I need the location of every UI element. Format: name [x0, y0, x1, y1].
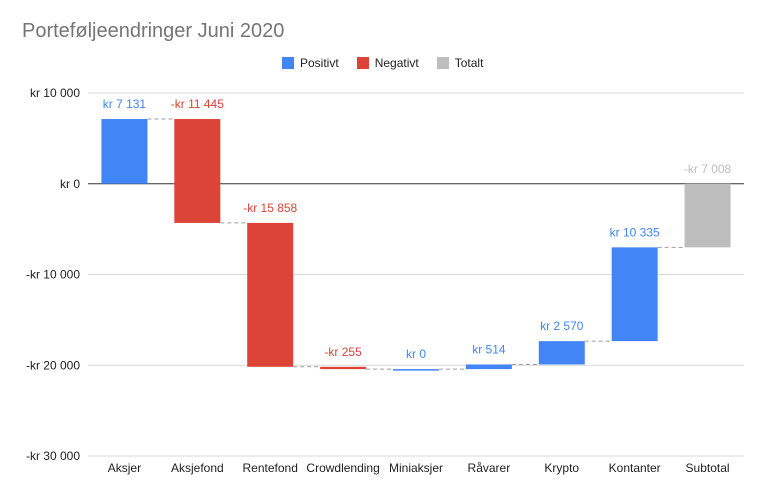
y-tick-label: -kr 20 000	[26, 358, 80, 372]
legend-label-total: Totalt	[454, 56, 484, 70]
legend-item-total: Totalt	[436, 56, 484, 70]
y-tick-label: -kr 30 000	[26, 449, 80, 463]
data-label-2: -kr 11 445	[171, 97, 224, 111]
data-label-3: -kr 15 858	[243, 201, 297, 215]
legend-label-negative: Negativt	[374, 56, 419, 70]
x-tick-label: Kontanter	[609, 461, 661, 475]
bar-7	[538, 341, 585, 365]
data-label-1: kr 7 131	[103, 97, 147, 111]
legend-item-positive: Positivt	[282, 56, 339, 70]
chart-title: Porteføljeendringer Juni 2020	[22, 20, 285, 42]
legend-label-positive: Positivt	[300, 56, 339, 70]
data-label-4: -kr 255	[324, 345, 362, 359]
x-tick-label: Rentefond	[243, 461, 298, 475]
bar-6	[465, 364, 512, 370]
chart-legend: Positivt Negativt Totalt	[282, 56, 483, 70]
x-tick-label: Crowdlending	[306, 461, 379, 475]
data-label-8: kr 10 335	[610, 225, 660, 239]
legend-swatch-negative	[356, 57, 369, 69]
legend-item-negative: Negativt	[356, 56, 419, 70]
bar-8	[611, 247, 658, 342]
bar-9	[684, 183, 731, 248]
x-tick-label: Aksjefond	[171, 461, 224, 475]
bar-1	[101, 119, 148, 184]
legend-swatch-positive	[282, 57, 294, 69]
y-tick-label: kr 0	[60, 177, 80, 191]
x-tick-label: Råvarer	[468, 461, 511, 475]
data-label-5: kr 0	[406, 347, 426, 361]
x-tick-label: Krypto	[544, 461, 579, 475]
y-tick-label: -kr 10 000	[26, 268, 80, 282]
y-tick-label: kr 10 000	[30, 86, 80, 100]
legend-swatch-total	[436, 57, 449, 69]
bar-4	[320, 366, 367, 370]
x-tick-label: Aksjer	[108, 461, 141, 475]
bar-3	[247, 222, 294, 367]
data-label-6: kr 514	[472, 342, 506, 356]
data-label-7: kr 2 570	[540, 319, 584, 333]
data-label-9: -kr 7 008	[684, 162, 732, 176]
x-tick-label: Miniaksjer	[389, 461, 443, 475]
bar-5	[393, 369, 439, 371]
x-tick-label: Subtotal	[686, 461, 730, 475]
bar-2	[174, 119, 221, 223]
